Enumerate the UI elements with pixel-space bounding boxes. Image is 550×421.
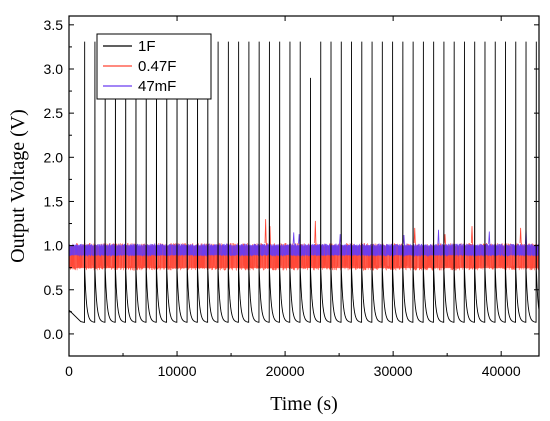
y-axis: 0.0 0.5 1.0 1.5 2.0 2.5 3.0 3.5 (44, 17, 539, 342)
x-tick-label: 10000 (158, 363, 197, 379)
x-tick-label: 40000 (482, 363, 521, 379)
x-axis: 0 10000 20000 30000 40000 (65, 16, 521, 379)
x-tick-label: 0 (65, 363, 73, 379)
y-tick-label: 3.0 (44, 61, 64, 77)
x-tick-label: 30000 (374, 363, 413, 379)
y-tick-label: 0.0 (44, 326, 64, 342)
y-tick-label: 1.0 (44, 238, 64, 254)
y-tick-label: 3.5 (44, 17, 64, 33)
y-tick-label: 1.5 (44, 193, 64, 209)
legend-label-47mf: 47mF (138, 78, 176, 95)
legend-label-0.47f: 0.47F (138, 58, 176, 75)
y-tick-label: 0.5 (44, 282, 64, 298)
y-axis-title: Output Voltage (V) (7, 109, 29, 263)
series-47mf-line (69, 227, 539, 258)
y-tick-label: 2.0 (44, 149, 64, 165)
legend: 1F 0.47F 47mF (96, 33, 212, 100)
legend-label-1f: 1F (138, 38, 156, 55)
x-axis-title: Time (s) (270, 393, 338, 415)
series-1f-line (69, 41, 539, 324)
plot-frame (68, 15, 540, 357)
series-layer (69, 41, 539, 324)
y-tick-label: 2.5 (44, 105, 64, 121)
x-tick-label: 20000 (266, 363, 305, 379)
